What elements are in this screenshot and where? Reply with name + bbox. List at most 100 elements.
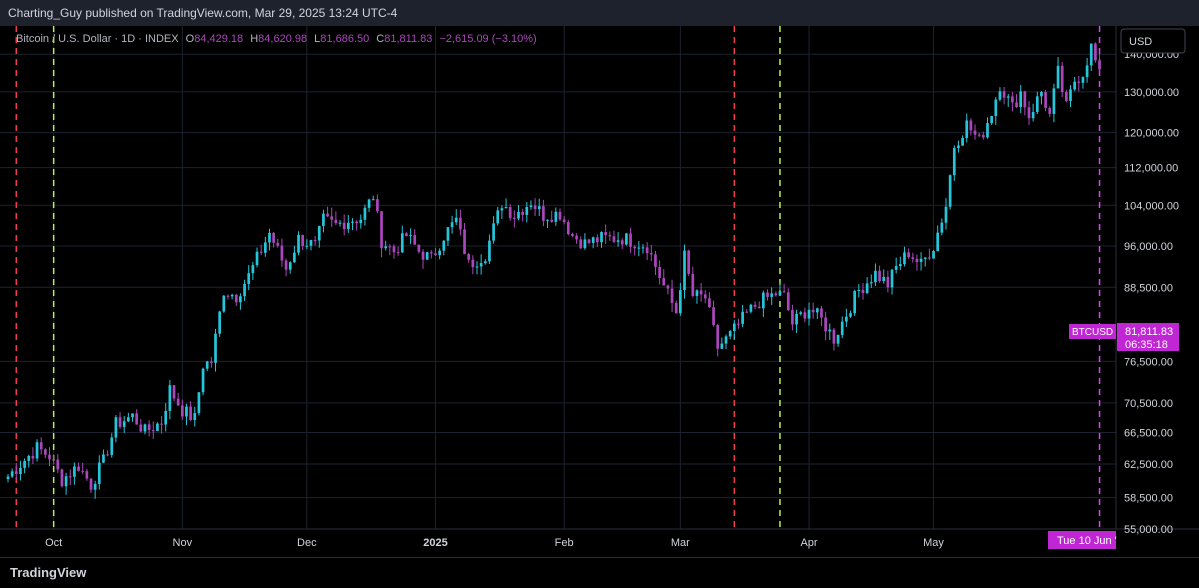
candle — [442, 239, 446, 256]
candle-body — [890, 269, 894, 288]
candle — [438, 248, 441, 260]
candle — [546, 219, 549, 228]
time-axis[interactable]: Oct Nov Dec 2025 Feb Mar Apr May — [45, 537, 944, 549]
candle — [836, 334, 840, 347]
price-tick-label: 130,000.00 — [1124, 87, 1179, 99]
candle-body — [1040, 92, 1043, 97]
candle-body — [488, 240, 491, 262]
candle-body — [139, 424, 143, 432]
candle — [492, 216, 495, 244]
candle — [243, 279, 246, 301]
candle-body — [616, 240, 620, 242]
candle — [566, 219, 570, 236]
candle-body — [442, 240, 446, 251]
candle — [612, 230, 616, 244]
candle-body — [712, 307, 715, 326]
vertical-markers — [15, 26, 1101, 529]
candle-body — [770, 293, 774, 297]
chart-svg[interactable]: 140,000.00130,000.00120,000.00112,000.00… — [0, 26, 1199, 557]
candle — [1073, 76, 1076, 92]
candle — [6, 474, 10, 483]
candle — [334, 211, 338, 226]
price-axis[interactable]: 140,000.00130,000.00120,000.00112,000.00… — [1124, 49, 1179, 536]
candle-body — [31, 455, 35, 459]
price-series — [6, 42, 1101, 499]
candle-body — [56, 459, 60, 470]
candle — [687, 249, 691, 276]
candle — [201, 367, 205, 396]
candle — [550, 210, 554, 223]
candle — [463, 223, 466, 255]
candle — [961, 135, 964, 146]
candle-body — [791, 310, 794, 325]
candle — [666, 284, 670, 295]
candle — [454, 209, 458, 226]
candle-body — [151, 430, 155, 432]
candle — [741, 304, 744, 328]
candle-body — [745, 311, 749, 313]
candle — [620, 238, 624, 249]
legend-low-label: L — [314, 33, 320, 45]
currency-label[interactable]: USD — [1129, 36, 1152, 48]
candle-body — [214, 333, 217, 363]
candle-body — [853, 291, 857, 314]
candle-body — [550, 219, 554, 222]
candle — [629, 227, 632, 253]
candle — [147, 420, 151, 437]
candle-body — [824, 317, 827, 332]
candle-body — [994, 99, 998, 117]
candle — [255, 247, 259, 268]
candle-body — [840, 321, 844, 335]
candle-body — [60, 469, 64, 487]
candle-body — [766, 292, 769, 297]
candle-body — [496, 210, 500, 224]
candle — [662, 269, 666, 286]
candle-body — [193, 413, 197, 420]
candle-body — [936, 232, 940, 252]
candle-body — [284, 260, 288, 270]
price-tick-label: 76,500.00 — [1124, 356, 1173, 368]
candle-body — [429, 252, 433, 254]
candle-body — [114, 417, 118, 438]
candle-body — [6, 476, 10, 480]
candle — [114, 415, 118, 443]
candle — [1011, 92, 1014, 112]
candle-body — [338, 222, 342, 224]
publisher-text: Charting_Guy published on TradingView.co… — [8, 6, 398, 20]
candle-body — [81, 470, 85, 472]
candle-body — [222, 295, 226, 312]
candle — [1035, 91, 1039, 115]
candle-body — [820, 308, 823, 318]
candle-body — [608, 235, 612, 237]
candle-body — [861, 289, 865, 293]
ohlc-legend: Bitcoin / U.S. Dollar · 1D · INDEX O84,4… — [16, 33, 537, 45]
candle-body — [878, 270, 881, 281]
candle — [637, 241, 641, 257]
candle-body — [554, 211, 558, 222]
candle-body — [89, 478, 93, 490]
candle-body — [965, 120, 969, 138]
candle-body — [263, 242, 267, 253]
candle-body — [952, 148, 956, 176]
candle — [977, 132, 981, 138]
candle — [508, 204, 512, 221]
chart-area[interactable]: 140,000.00 130,000.00 120,000.00 112,000.00… — [0, 26, 1199, 557]
candle — [64, 472, 68, 495]
legend-symbol: Bitcoin / U.S. Dollar · 1D · INDEX — [16, 33, 179, 45]
candle — [865, 277, 869, 295]
candle-body — [342, 222, 346, 230]
currency-button[interactable]: USD — [1120, 28, 1186, 54]
candle — [297, 231, 300, 256]
candle — [683, 244, 686, 299]
candle-body — [106, 454, 109, 456]
candle — [762, 290, 765, 318]
candle — [1094, 42, 1097, 63]
candle — [68, 469, 72, 486]
candle — [869, 274, 873, 288]
candle-body — [131, 413, 134, 418]
candle — [571, 232, 574, 238]
candle — [160, 416, 163, 434]
candle-body — [629, 233, 632, 247]
candle — [604, 224, 608, 244]
legend-high-label: H — [250, 33, 258, 45]
